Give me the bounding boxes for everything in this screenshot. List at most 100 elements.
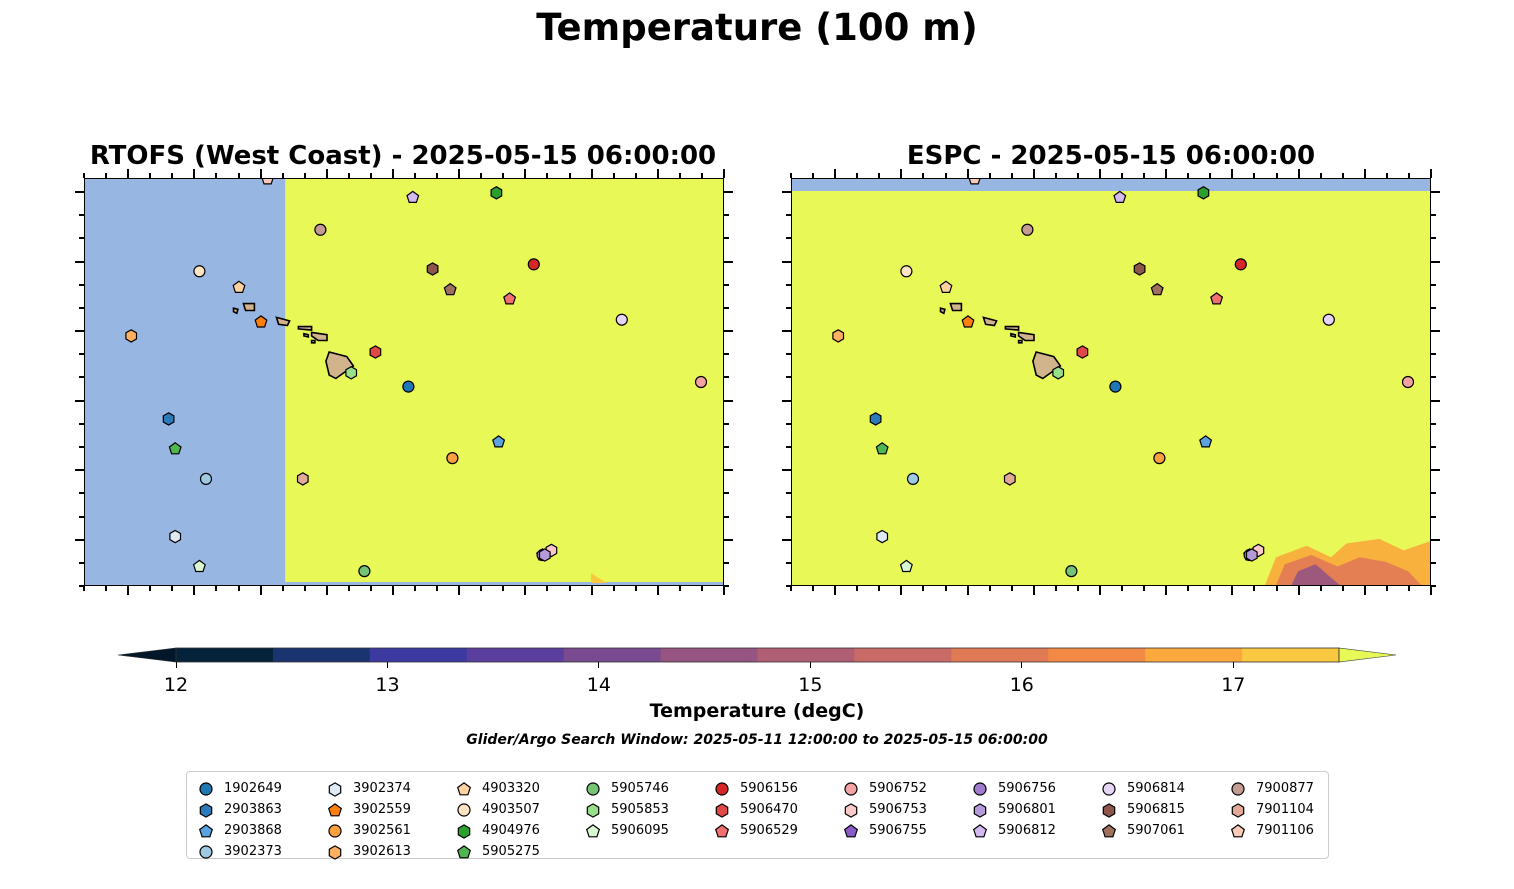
y-tick — [782, 330, 791, 332]
float-5906812-marker — [406, 190, 420, 203]
x-tick — [1319, 586, 1322, 591]
y-tick-right — [724, 260, 733, 263]
legend-column: 1902649 2903863 2903868 3902373 — [197, 778, 282, 862]
colorbar-tick — [1021, 662, 1023, 668]
island-5 — [232, 307, 239, 315]
float-5906156-marker — [1234, 258, 1247, 271]
float-5906752-marker — [1401, 375, 1415, 389]
x-tick-top — [812, 173, 815, 178]
y-tick-right — [1431, 283, 1436, 286]
x-tick — [171, 586, 174, 591]
x-tick — [458, 586, 461, 595]
legend-label: 7901104 — [1256, 802, 1314, 817]
legend-item-5906815: 5906815 — [1100, 799, 1185, 820]
y-tick-right — [1431, 376, 1436, 379]
float-5905853-marker — [345, 366, 358, 380]
colorbar-tick-label: 12 — [163, 674, 189, 696]
y-tick-right — [724, 445, 729, 448]
float-5906812-marker — [1113, 190, 1127, 203]
x-tick-top — [1341, 173, 1344, 178]
island-0 — [325, 351, 355, 380]
y-tick-right — [724, 561, 729, 564]
legend-marker-hexagon-icon — [199, 802, 213, 818]
y-tick-right — [1431, 214, 1436, 217]
warm-field — [792, 179, 1430, 585]
legend-item-5906156: 5906156 — [713, 778, 798, 799]
x-tick-top — [790, 173, 792, 178]
legend-label: 5906752 — [869, 781, 927, 796]
island-2 — [297, 325, 313, 331]
y-tick — [79, 376, 84, 379]
x-tick-top — [325, 169, 328, 178]
legend-marker-pentagon-icon — [843, 823, 859, 837]
x-tick-top — [436, 173, 439, 178]
float-5906815-marker — [1133, 262, 1146, 276]
float-5907061-marker — [443, 282, 457, 296]
y-tick — [79, 422, 84, 425]
colorbar-tick — [387, 662, 388, 668]
x-tick-top — [568, 173, 571, 178]
x-tick-top — [1253, 173, 1256, 178]
y-tick-right — [724, 283, 729, 286]
legend-column: 5906752 5906753 5906755 — [842, 778, 927, 841]
y-tick-right — [724, 469, 733, 472]
x-tick — [1143, 586, 1146, 591]
x-tick-top — [281, 173, 284, 178]
colorbar-segment — [272, 648, 371, 662]
island-3 — [275, 316, 291, 327]
float-4904976-marker — [490, 186, 503, 200]
legend-label: 3902373 — [224, 844, 282, 859]
float-5906752-marker — [694, 375, 708, 389]
y-tick — [786, 515, 791, 518]
float-5906095-marker — [899, 559, 913, 573]
x-tick-top — [834, 169, 837, 178]
colorbar — [117, 647, 1397, 663]
legend-marker-pentagon-icon — [714, 823, 730, 837]
float-5907061-marker — [1150, 282, 1164, 296]
legend-column: 5905746 5905853 5906095 — [584, 778, 669, 841]
legend-label: 5906814 — [1127, 781, 1185, 796]
x-tick — [678, 586, 681, 591]
x-tick-top — [392, 169, 394, 178]
colorbar-tick-label: 14 — [586, 674, 611, 696]
x-tick — [1099, 586, 1101, 595]
float-3902613-marker — [125, 329, 138, 343]
y-tick-right — [1431, 492, 1436, 495]
cool-anomaly-2 — [1291, 564, 1340, 585]
colorbar-tick — [175, 662, 177, 668]
island-4 — [242, 302, 256, 312]
island-3 — [982, 316, 998, 327]
float-5906156-marker — [527, 258, 540, 271]
x-tick-top — [634, 173, 637, 178]
x-tick — [1121, 586, 1123, 591]
legend-item-5906814: 5906814 — [1100, 778, 1185, 799]
y-tick — [786, 422, 791, 425]
x-tick — [502, 586, 505, 591]
x-tick-top — [1010, 173, 1013, 178]
y-tick — [79, 515, 84, 518]
float-5906470-marker — [369, 345, 382, 359]
x-tick-top — [1032, 169, 1035, 178]
x-tick — [546, 586, 549, 591]
x-tick-top — [480, 173, 483, 178]
float-2903868-marker — [492, 435, 506, 448]
y-tick — [786, 445, 791, 448]
legend-item-1902649: 1902649 — [197, 778, 282, 799]
x-tick — [237, 586, 240, 591]
float-5906815-marker — [426, 262, 439, 276]
float-3902561-marker — [446, 452, 459, 465]
legend-item-4904976: 4904976 — [455, 820, 540, 841]
x-tick — [1407, 586, 1410, 591]
x-tick-top — [127, 169, 130, 178]
legend-item-5907061: 5907061 — [1100, 820, 1185, 841]
x-tick — [922, 586, 925, 591]
island-5 — [939, 307, 946, 315]
cool-patch — [591, 573, 607, 583]
float-5906095-marker — [192, 559, 206, 573]
colorbar-over-arrow — [1338, 647, 1397, 663]
colorbar-segment — [466, 648, 565, 662]
float-5906529-marker — [1210, 292, 1224, 305]
legend-label: 7900877 — [1256, 781, 1314, 796]
x-tick — [723, 586, 725, 595]
y-tick-right — [1431, 538, 1440, 541]
